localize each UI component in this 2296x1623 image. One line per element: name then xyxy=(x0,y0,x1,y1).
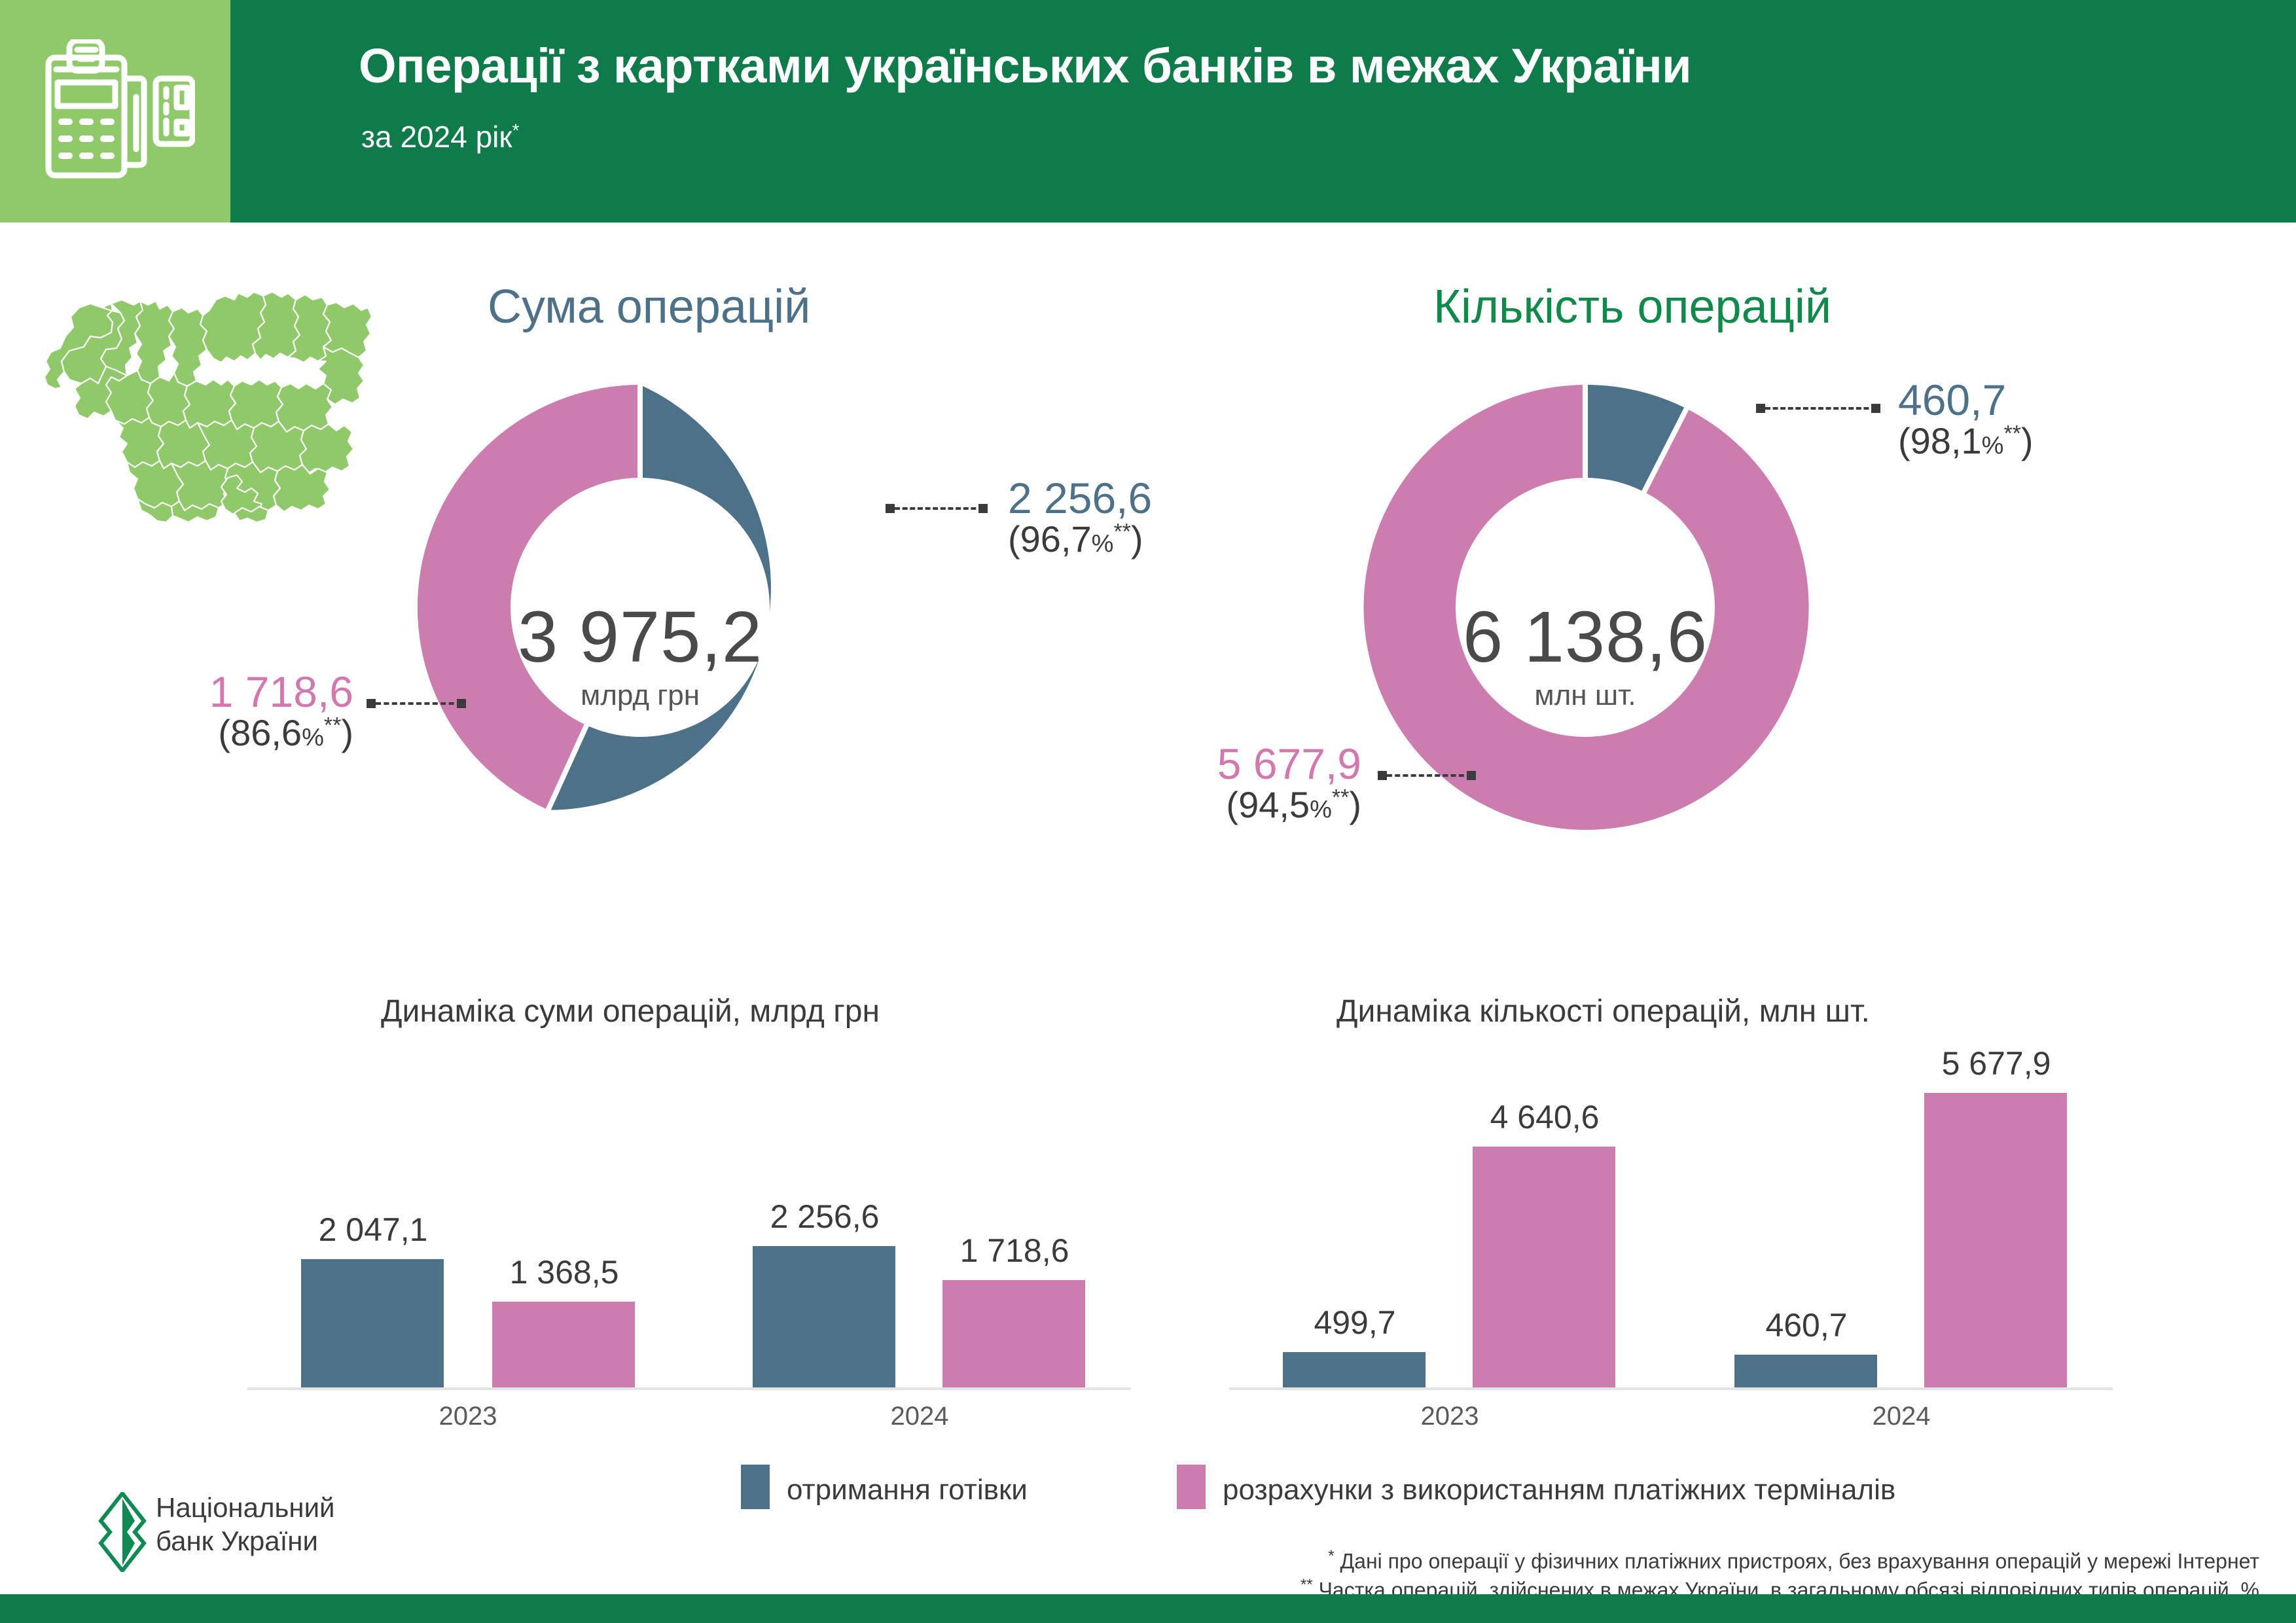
callout-amount-terminal-pct-mark: ** xyxy=(323,713,342,738)
bar-chart-amount-title: Динаміка суми операцій, млрд грн xyxy=(381,994,880,1029)
nbu-logo-line1: Національний xyxy=(156,1492,335,1523)
callout-amount-terminal-pct-unit: % xyxy=(302,724,324,752)
legend-swatch-cash xyxy=(741,1465,770,1509)
leader-dot-amount-cash-b xyxy=(978,504,988,513)
header-band xyxy=(0,0,2296,223)
section-title-count: Кількість операцій xyxy=(1433,281,1832,333)
pos-terminal-icon xyxy=(45,39,195,179)
bar-label-count-2023-cash: 499,7 xyxy=(1314,1304,1396,1341)
page-subtitle-mark: * xyxy=(512,120,520,141)
page-title: Операції з картками українських банків в… xyxy=(359,39,1692,93)
ukraine-map-icon xyxy=(43,291,373,524)
callout-count-cash-pct-num: 98,1 xyxy=(1910,420,1982,462)
callout-count-terminal-value: 5 677,9 xyxy=(1217,740,1361,788)
donut-amount-center-unit: млрд грн xyxy=(580,679,700,711)
bar-amount-2023-cash[interactable] xyxy=(301,1259,444,1387)
callout-count-terminal-pct-num: 94,5 xyxy=(1238,784,1310,826)
callout-amount-terminal-pct: (86,6%**) xyxy=(218,712,353,754)
callout-amount-terminal-value: 1 718,6 xyxy=(209,668,353,716)
leader-line-count-cash xyxy=(1765,407,1876,410)
bar-count-2023-terminal[interactable] xyxy=(1473,1147,1615,1387)
callout-count-terminal-pct-mark: ** xyxy=(1331,785,1350,810)
callout-count-cash-pct: (98,1%**) xyxy=(1898,420,2034,462)
donut-count-center-value: 6 138,6 xyxy=(1462,597,1708,677)
year-label-amount-2023: 2023 xyxy=(439,1402,497,1431)
callout-count-cash: 460,7 (98,1%**) xyxy=(1898,378,2034,461)
bar-label-count-2024-terminal: 5 677,9 xyxy=(1941,1045,2051,1082)
nbu-logo-text: Національний банк України xyxy=(156,1491,335,1558)
leader-dot-amount-cash-a xyxy=(886,504,895,513)
donut-chart-amount xyxy=(417,381,771,815)
leader-dot-count-cash-a xyxy=(1756,404,1765,413)
callout-count-terminal: 5 677,9 (94,5%**) xyxy=(1100,740,1361,826)
bar-chart-count-axis xyxy=(1229,1387,2113,1390)
leader-dot-count-term-b xyxy=(1467,771,1476,780)
year-label-count-2023: 2023 xyxy=(1420,1402,1479,1431)
footnote-2-mark: ** xyxy=(1300,1576,1313,1594)
donut-count-center-unit: млн шт. xyxy=(1534,679,1636,711)
leader-dot-count-term-a xyxy=(1378,771,1387,780)
bar-amount-2023-terminal[interactable] xyxy=(492,1302,635,1387)
legend-label-cash: отримання готівки xyxy=(787,1474,1028,1506)
leader-line-amount-cash xyxy=(895,507,984,510)
bar-chart-amount-axis xyxy=(247,1387,1131,1390)
leader-line-count-term xyxy=(1387,774,1472,777)
footnote-1-mark: * xyxy=(1328,1547,1335,1565)
year-label-amount-2024: 2024 xyxy=(890,1402,949,1431)
callout-count-terminal-pct-unit: % xyxy=(1310,796,1332,824)
callout-count-cash-value: 460,7 xyxy=(1898,376,2007,424)
bar-label-count-2023-terminal: 4 640,6 xyxy=(1490,1099,1600,1135)
bar-amount-2024-terminal[interactable] xyxy=(942,1280,1085,1387)
footnote-1-text: Дані про операції у фізичних платіжних п… xyxy=(1340,1549,2259,1573)
callout-amount-cash-pct: (96,7%**) xyxy=(1008,518,1143,560)
section-title-amount: Сума операцій xyxy=(488,281,811,333)
legend-swatch-terminal xyxy=(1177,1465,1206,1509)
bar-count-2024-cash[interactable] xyxy=(1734,1355,1877,1387)
bar-chart-count-title: Динаміка кількості операцій, млн шт. xyxy=(1336,994,1870,1029)
legend-label-terminal: розрахунки з використанням платіжних тер… xyxy=(1223,1474,1896,1506)
bar-label-amount-2024-terminal: 1 718,6 xyxy=(960,1232,1069,1269)
year-label-count-2024: 2024 xyxy=(1872,1402,1931,1431)
callout-amount-cash-pct-mark: ** xyxy=(1113,519,1131,544)
bar-label-amount-2024-cash: 2 256,6 xyxy=(770,1198,880,1235)
callout-amount-terminal-pct-num: 86,6 xyxy=(230,712,302,754)
bar-label-count-2024-cash: 460,7 xyxy=(1765,1307,1848,1344)
donut-amount-center-value: 3 975,2 xyxy=(517,597,762,677)
bar-count-2024-terminal[interactable] xyxy=(1924,1093,2067,1387)
leader-dot-amount-term-a xyxy=(367,699,376,708)
callout-amount-terminal: 1 718,6 (86,6%**) xyxy=(92,668,353,754)
bar-count-2023-cash[interactable] xyxy=(1283,1352,1426,1387)
callout-count-cash-pct-mark: ** xyxy=(2003,421,2021,446)
nbu-logo-line2: банк України xyxy=(156,1525,318,1557)
callout-count-cash-pct-unit: % xyxy=(1981,432,2004,460)
callout-amount-cash: 2 256,6 (96,7%**) xyxy=(1008,476,1152,559)
callout-count-terminal-pct: (94,5%**) xyxy=(1226,784,1361,826)
bar-amount-2024-cash[interactable] xyxy=(753,1246,895,1387)
bar-label-amount-2023-terminal: 1 368,5 xyxy=(509,1254,619,1291)
page-subtitle-text: за 2024 рік xyxy=(361,120,512,154)
nbu-logo-icon xyxy=(98,1492,147,1572)
leader-dot-count-cash-b xyxy=(1871,404,1880,413)
donut-chart-count xyxy=(1363,381,1809,830)
callout-amount-cash-value: 2 256,6 xyxy=(1008,474,1153,522)
leader-dot-amount-term-b xyxy=(457,699,466,708)
leader-line-amount-term xyxy=(376,702,462,705)
callout-amount-cash-pct-num: 96,7 xyxy=(1020,518,1092,560)
page-subtitle: за 2024 рік* xyxy=(361,119,519,154)
callout-amount-cash-pct-unit: % xyxy=(1091,530,1114,558)
footnote-1: * Дані про операції у фізичних платіжних… xyxy=(1328,1547,2259,1574)
footer-band xyxy=(0,1594,2296,1623)
bar-label-amount-2023-cash: 2 047,1 xyxy=(318,1211,428,1248)
